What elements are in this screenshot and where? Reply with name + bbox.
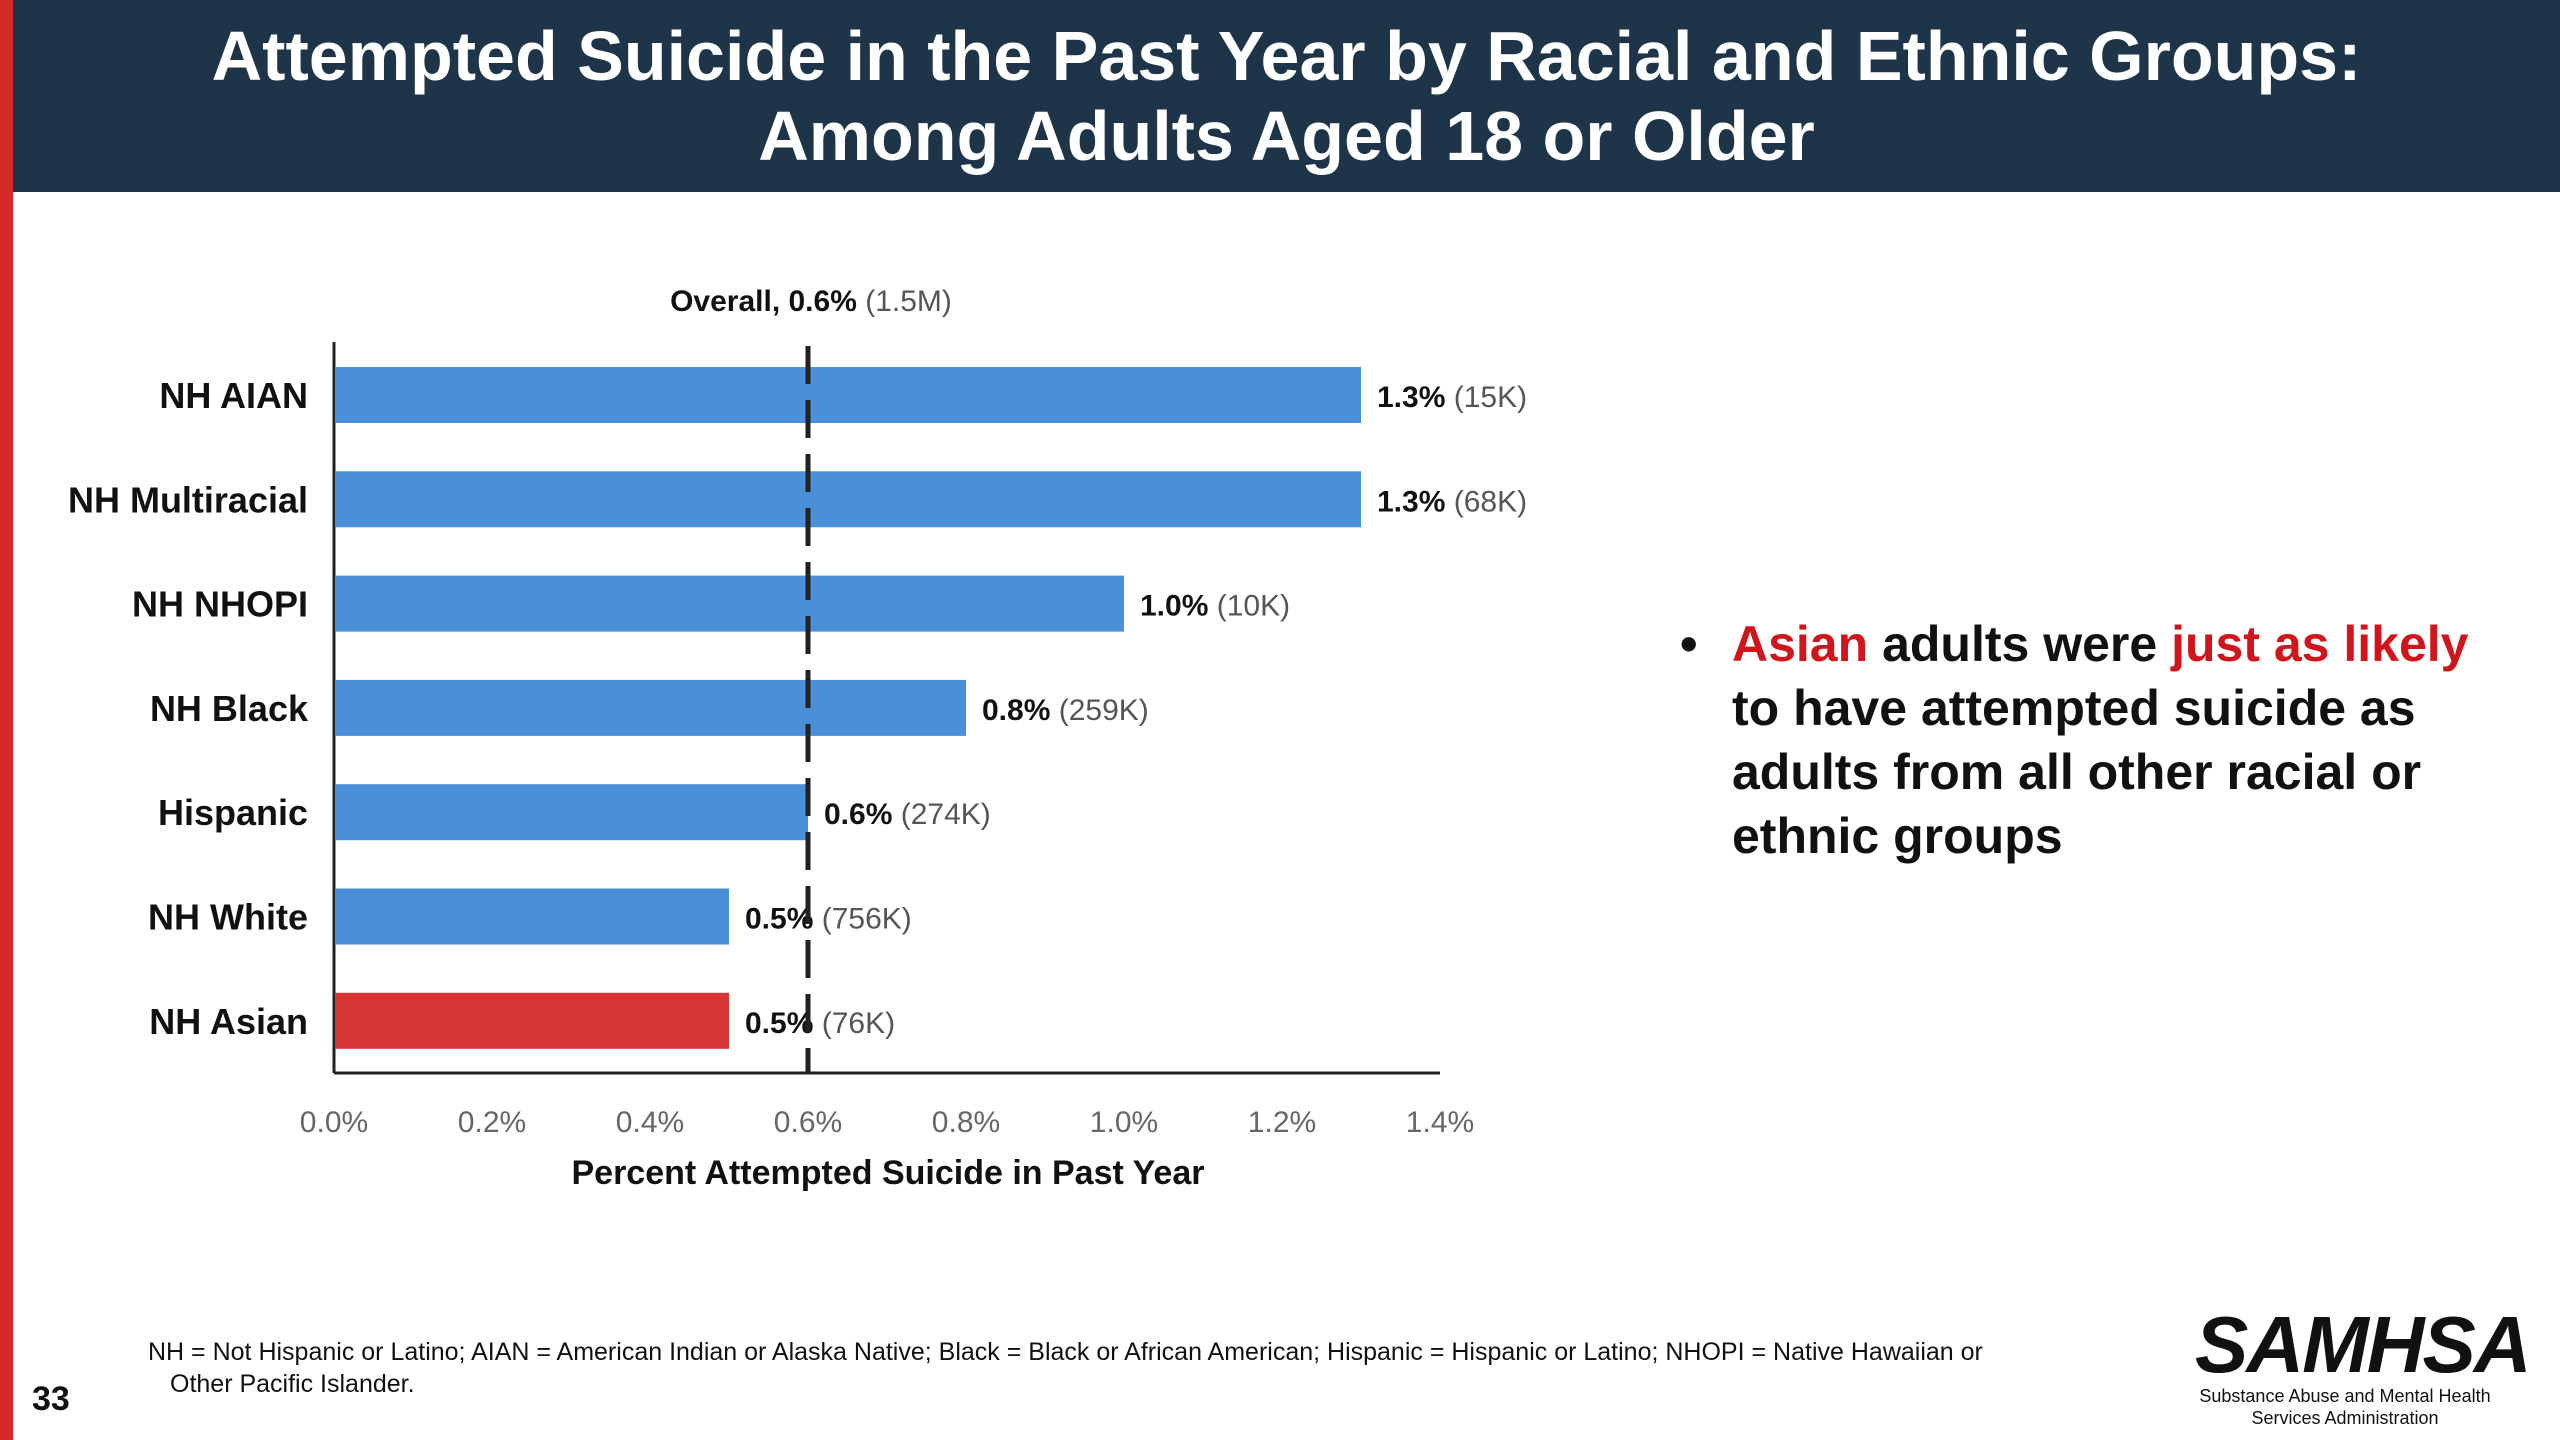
bar-5	[335, 888, 729, 945]
data-label-2: 1.0% (10K)	[1140, 590, 1290, 623]
bullet-text-part-2: to have attempted suicide as adults from…	[1732, 680, 2422, 864]
logo-subtitle-line-1: Substance Abuse and Mental Health	[2199, 1386, 2491, 1406]
logo-wordmark: SAMHSA	[2195, 1300, 2532, 1389]
x-tick-label-5: 1.0%	[1090, 1106, 1158, 1139]
logo-subtitle-line-2: Services Administration	[2251, 1408, 2439, 1428]
category-label-0: NH AIAN	[159, 375, 308, 416]
x-tick-label-1: 0.2%	[458, 1106, 526, 1139]
data-label-5: 0.5% (756K)	[745, 903, 912, 936]
category-label-5: NH White	[148, 897, 308, 938]
bullet-highlight-asian: Asian	[1732, 616, 1869, 672]
category-label-3: NH Black	[150, 688, 309, 729]
data-label-1: 1.3% (68K)	[1377, 485, 1527, 518]
category-label-4: Hispanic	[158, 792, 308, 833]
x-tick-label-4: 0.8%	[932, 1106, 1000, 1139]
data-label-3: 0.8% (259K)	[982, 694, 1149, 727]
data-label-4: 0.6% (274K)	[824, 798, 991, 831]
slide-title-line-1: Attempted Suicide in the Past Year by Ra…	[211, 17, 2362, 95]
slide-header: Attempted Suicide in the Past Year by Ra…	[13, 0, 2560, 192]
bar-0	[335, 367, 1361, 423]
x-tick-label-3: 0.6%	[774, 1106, 842, 1139]
x-tick-label-7: 1.4%	[1406, 1106, 1474, 1139]
data-label-0: 1.3% (15K)	[1377, 381, 1527, 414]
footnote: NH = Not Hispanic or Latino; AIAN = Amer…	[148, 1336, 2148, 1400]
footnote-line-1: NH = Not Hispanic or Latino; AIAN = Amer…	[148, 1338, 1983, 1366]
x-axis-title: Percent Attempted Suicide in Past Year	[571, 1154, 1204, 1192]
bar-4	[335, 784, 808, 841]
samhsa-logo: SAMHSA Substance Abuse and Mental Health…	[2195, 1300, 2532, 1429]
x-tick-label-2: 0.4%	[616, 1106, 684, 1139]
footnote-line-2: Other Pacific Islander.	[170, 1370, 415, 1398]
overall-reference-label: Overall, 0.6% (1.5M)	[670, 285, 952, 318]
category-label-6: NH Asian	[149, 1001, 308, 1042]
page-number: 33	[32, 1380, 70, 1418]
slide-title-line-2: Among Adults Aged 18 or Older	[758, 97, 1815, 175]
category-label-2: NH NHOPI	[132, 584, 308, 625]
bullet-text-part-1: adults were	[1868, 616, 2172, 672]
data-label-6: 0.5% (76K)	[745, 1007, 895, 1040]
bullet-highlight-likely: just as likely	[2171, 616, 2469, 672]
bar-3	[335, 679, 966, 736]
x-tick-label-0: 0.0%	[300, 1106, 368, 1139]
bar-6	[335, 992, 729, 1049]
bar-1	[335, 471, 1361, 528]
left-accent-bar	[0, 0, 13, 1440]
bar-2	[335, 575, 1124, 632]
bullet-text: Asian adults were just as likely to have…	[1732, 612, 2472, 868]
x-tick-label-6: 1.2%	[1248, 1106, 1316, 1139]
category-label-1: NH Multiracial	[68, 479, 308, 520]
bullet-dot: •	[1680, 616, 1698, 672]
